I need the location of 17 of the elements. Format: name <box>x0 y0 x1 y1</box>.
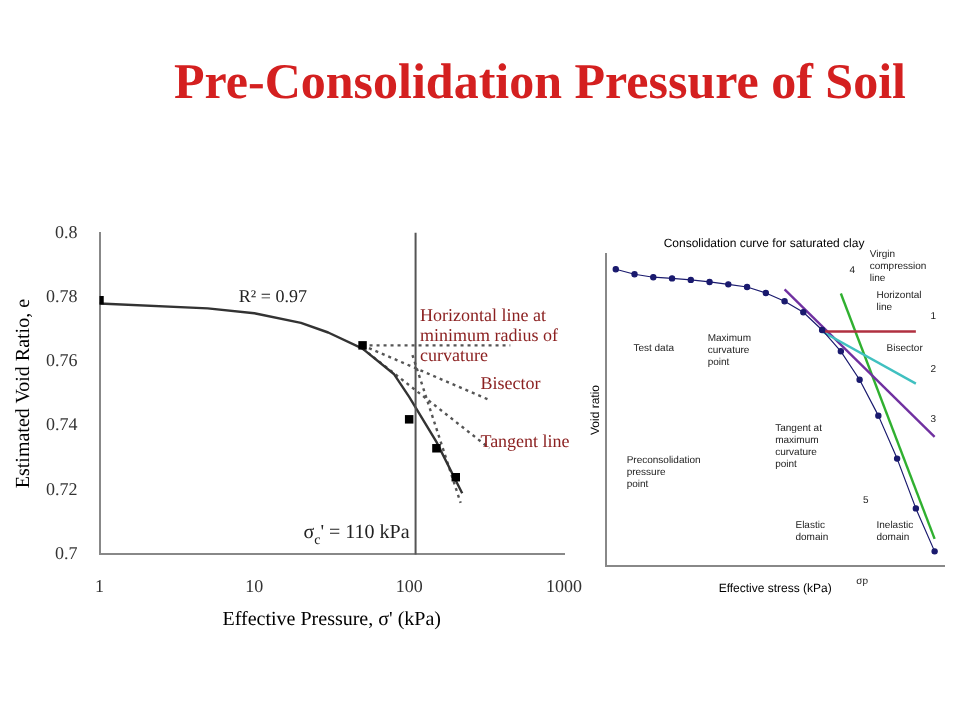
y-tick-label: 0.74 <box>46 414 79 435</box>
annotation: Horizontal line at minimum radius of curvature <box>420 305 559 366</box>
x-tick-label: 100 <box>395 575 424 596</box>
x-tick-label: 1 <box>95 575 104 596</box>
annotation: Bisector <box>480 372 541 393</box>
x-tick-label: 1000 <box>546 575 583 596</box>
y-tick-label: 0.8 <box>55 221 79 242</box>
x-tick-label: 10 <box>245 575 265 596</box>
x-axis-title: Effective Pressure, σ' (kPa) <box>222 609 441 632</box>
y-tick-label: 0.78 <box>46 285 79 306</box>
y-tick-label: 0.7 <box>55 543 79 564</box>
annotation: R² = 0.97 <box>238 285 308 306</box>
y-tick-label: 0.72 <box>46 478 78 499</box>
annotation: Tangent line <box>480 430 570 451</box>
chart-title: Pre-Consolidation Pressure of Soil <box>172 56 908 112</box>
y-axis-title: Estimated Void Ratio, e <box>13 297 36 489</box>
y-tick-label: 0.76 <box>46 350 79 371</box>
